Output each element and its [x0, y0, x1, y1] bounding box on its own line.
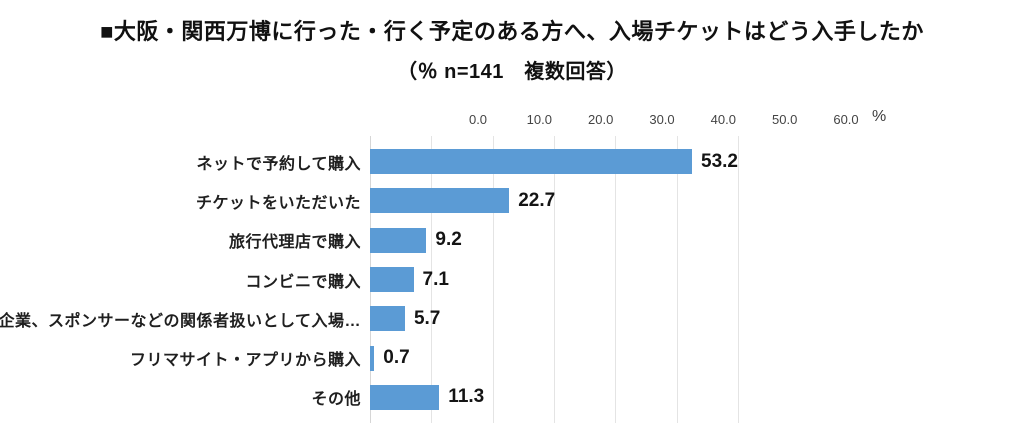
category-label: ネットで予約して購入 — [196, 155, 361, 173]
x-axis-tick: 0.0 — [468, 112, 488, 127]
bar — [370, 384, 440, 410]
chart-title: ■大阪・関西万博に行った・行く予定のある方へ、入場チケットはどう入手したか — [100, 19, 924, 44]
bar-row: 11.3 — [370, 378, 738, 417]
bar-row: 5.7 — [370, 299, 738, 338]
category-label: 旅行代理店で購入 — [228, 234, 361, 252]
x-axis-tick: 30.0 — [649, 112, 675, 127]
x-axis-tick: 50.0 — [772, 112, 798, 127]
category-labels: ネットで予約して購入 チケットをいただいた 旅行代理店で購入 コンビニで購入 企… — [0, 136, 370, 423]
bar-row: 7.1 — [370, 260, 738, 299]
category-label: フリマサイト・アプリから購入 — [129, 352, 361, 370]
bar-row: 22.7 — [370, 181, 738, 220]
bar-value-label: 9.2 — [435, 229, 462, 251]
gridline — [492, 136, 494, 424]
category-label: コンビニで購入 — [245, 273, 361, 291]
bar-value-label: 5.7 — [413, 307, 441, 329]
bar-value-label: 53.2 — [701, 150, 738, 172]
x-axis-tick: 40.0 — [710, 112, 736, 127]
chart-subtitle: （％ n=141 複数回答） — [397, 61, 627, 83]
bar — [370, 345, 375, 371]
gridline — [431, 136, 433, 424]
bar — [370, 227, 427, 253]
bar-row: 53.2 — [370, 142, 738, 181]
bar — [370, 306, 405, 332]
bar-row: 9.2 — [370, 221, 738, 260]
gridline — [676, 136, 678, 424]
x-axis-tick: 10.0 — [526, 112, 552, 127]
bar-chart: 0.0 10.0 20.0 30.0 40.0 50.0 60.0 % ネットで… — [0, 108, 1024, 424]
chart-title-block: ■大阪・関西万博に行った・行く予定のある方へ、入場チケットはどう入手したか （％… — [0, 0, 1024, 84]
bar-value-label: 22.7 — [518, 189, 556, 211]
gridline — [615, 136, 617, 424]
bar-value-label: 11.3 — [448, 386, 485, 408]
chart-body: ネットで予約して購入 チケットをいただいた 旅行代理店で購入 コンビニで購入 企… — [0, 136, 1024, 424]
x-axis-unit-label: % — [872, 108, 887, 125]
x-axis-tick: 20.0 — [588, 112, 614, 127]
bar-row: 0.7 — [370, 338, 738, 377]
plot-area: 53.2 22.7 9.2 7.1 5.7 — [370, 136, 739, 424]
bar — [370, 267, 414, 293]
category-label: 企業、スポンサーなどの関係者扱いとして入場… — [0, 312, 361, 330]
x-axis: 0.0 10.0 20.0 30.0 40.0 50.0 60.0 % — [469, 108, 886, 136]
bar — [370, 188, 510, 214]
category-label: その他 — [311, 391, 361, 409]
category-label: チケットをいただいた — [195, 194, 361, 212]
gridline — [738, 136, 739, 424]
bar — [370, 149, 693, 175]
bar-value-label: 0.7 — [383, 347, 410, 369]
bar-value-label: 7.1 — [422, 268, 449, 290]
gridline — [554, 136, 555, 424]
x-axis-tick: 60.0 — [833, 112, 859, 127]
